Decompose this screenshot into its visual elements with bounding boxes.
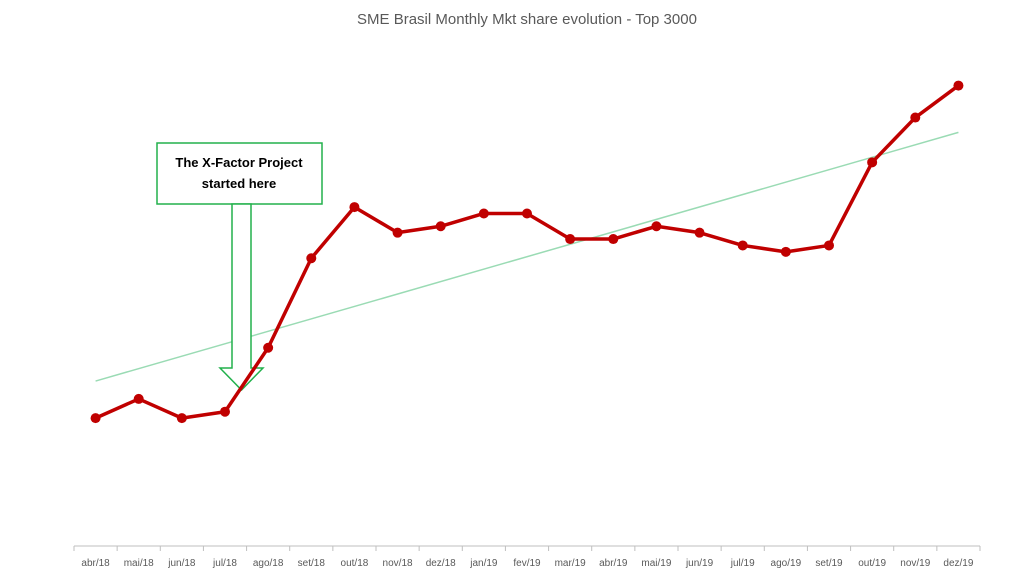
- x-axis-ticks: [73, 546, 981, 551]
- x-tick-label: abr/18: [81, 558, 110, 569]
- callout-text-line-2: started here: [202, 176, 276, 191]
- data-point: [694, 227, 705, 238]
- series-markers: [90, 80, 964, 424]
- data-point: [522, 208, 532, 219]
- data-point: [910, 112, 921, 123]
- x-tick-label: nov/18: [383, 558, 413, 569]
- x-tick-label: fev/19: [513, 558, 541, 569]
- data-point: [780, 246, 791, 257]
- data-point: [133, 393, 144, 404]
- x-tick-label: ago/19: [771, 558, 802, 569]
- x-tick-label: set/18: [298, 558, 326, 569]
- x-tick-label: jul/18: [212, 558, 237, 569]
- x-tick-label: jul/19: [730, 558, 755, 569]
- data-point: [306, 253, 317, 264]
- x-tick-label: out/19: [858, 558, 886, 569]
- callout-text-line-1: The X-Factor Project: [175, 155, 303, 170]
- data-point: [737, 240, 748, 251]
- x-factor-callout: The X-Factor Project started here: [156, 142, 323, 392]
- data-point: [953, 80, 964, 91]
- x-tick-label: ago/18: [253, 558, 284, 569]
- x-tick-label: mar/19: [555, 558, 587, 569]
- x-tick-label: mai/18: [124, 558, 154, 569]
- data-point: [435, 221, 446, 232]
- x-tick-label: set/19: [815, 558, 843, 569]
- callout-down-arrow: [218, 203, 265, 392]
- callout-box: [156, 142, 323, 205]
- x-tick-label: abr/19: [599, 558, 628, 569]
- x-tick-label: jun/19: [685, 558, 714, 569]
- data-point: [176, 413, 187, 424]
- data-point: [565, 234, 576, 245]
- x-axis-tick-labels: abr/18 mai/18 jun/18 jul/18 ago/18 set/18 out/…: [81, 558, 973, 569]
- x-tick-label: jan/19: [469, 558, 498, 569]
- x-tick-label: dez/18: [426, 558, 456, 569]
- x-tick-label: nov/19: [900, 558, 930, 569]
- data-point: [651, 221, 662, 232]
- chart-title: SME Brasil Monthly Mkt share evolution -…: [357, 11, 697, 28]
- x-tick-label: dez/19: [943, 558, 973, 569]
- x-tick-label: mai/19: [641, 558, 671, 569]
- x-tick-label: out/18: [341, 558, 369, 569]
- data-point: [263, 342, 274, 353]
- data-point: [349, 202, 360, 213]
- data-point: [478, 208, 489, 219]
- data-point: [220, 406, 230, 417]
- x-tick-label: jun/18: [167, 558, 196, 569]
- data-point: [90, 413, 101, 424]
- data-point: [824, 240, 834, 251]
- data-point: [608, 234, 619, 245]
- data-point: [867, 157, 878, 168]
- data-point: [392, 227, 403, 238]
